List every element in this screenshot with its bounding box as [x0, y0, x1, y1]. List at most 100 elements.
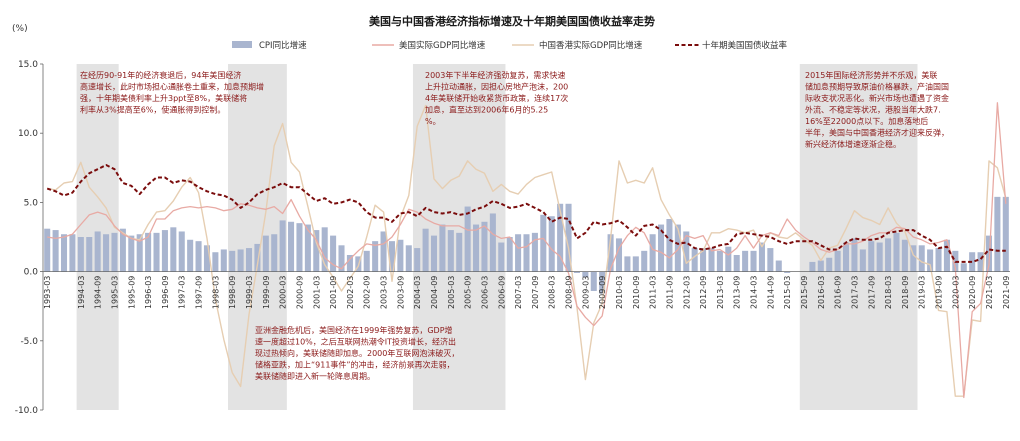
- axes: [42, 64, 1010, 410]
- cpi-bar: [540, 214, 547, 272]
- x-tick-label: 2004-09: [430, 276, 439, 309]
- legend-swatch-cpi: [232, 41, 252, 48]
- x-tick-label: 1994-09: [94, 276, 103, 309]
- cpi-bar: [876, 242, 883, 272]
- cpi-bar: [372, 241, 379, 272]
- cpi-bar: [178, 231, 185, 272]
- cpi-bar: [859, 249, 866, 272]
- cpi-bar: [901, 239, 908, 272]
- series-line-1: [47, 102, 1007, 399]
- cpi-bar: [994, 196, 1001, 272]
- x-tick-label: 2009-03: [581, 276, 590, 309]
- x-tick-label: 2019-03: [918, 276, 927, 309]
- cpi-bar: [725, 246, 732, 272]
- cpi-bar: [607, 234, 614, 272]
- cpi-bar: [750, 250, 757, 272]
- cpi-bar: [767, 248, 774, 272]
- y-tick-label: 5.0: [24, 198, 39, 208]
- y-tick-label: 15.0: [18, 60, 38, 70]
- x-tick-label: 2021-09: [1002, 276, 1011, 309]
- x-tick-label: 2017-03: [850, 276, 859, 309]
- x-tick-label: 1999-03: [245, 276, 254, 309]
- y-tick-label: -5.0: [20, 337, 38, 347]
- y-ticks: 15.0 10.0 5.0 0.0 -5.0 -10.0: [15, 60, 43, 416]
- cpi-bar: [414, 248, 421, 272]
- cpi-bar: [515, 234, 522, 272]
- x-tick-label: 2018-03: [884, 276, 893, 309]
- x-tick-label: 2016-09: [834, 276, 843, 309]
- cpi-bar: [548, 216, 555, 272]
- cpi-bar: [346, 254, 353, 272]
- chart-title: 美国与中国香港经济指标增速及十年期美国国债收益率走势: [369, 14, 655, 28]
- x-tick-label: 1993-03: [43, 276, 52, 309]
- cpi-bar: [599, 271, 606, 294]
- x-tick-label: 2013-03: [716, 276, 725, 309]
- annotation-4: 亚洲金融危机后，美国经济在1999年强势复苏，GDP增速一度超过10%，之后互联…: [255, 325, 459, 381]
- x-tick-label: 1998-09: [228, 276, 237, 309]
- legend: CPI同比增速 美国实际GDP同比增速 中国香港实际GDP同比增速 十年期美国国债收益…: [232, 40, 788, 51]
- x-tick-label: 2011-03: [649, 276, 658, 309]
- cpi-bar: [868, 241, 875, 272]
- x-tick-label: 2001-09: [329, 276, 338, 309]
- cpi-bar: [288, 221, 295, 272]
- x-tick-label: 2014-09: [766, 276, 775, 309]
- cpi-bar: [128, 235, 135, 272]
- cpi-bar: [52, 230, 59, 272]
- cpi-bar: [506, 237, 513, 272]
- cpi-bar: [153, 232, 160, 272]
- x-tick-label: 2013-09: [733, 276, 742, 309]
- cpi-bar: [531, 232, 538, 272]
- cpi-bar: [742, 250, 749, 272]
- cpi-bar: [649, 234, 656, 272]
- cpi-bar: [758, 242, 765, 272]
- cpi-bar: [338, 245, 345, 272]
- cpi-bar: [834, 250, 841, 272]
- cpi-bar: [927, 249, 934, 272]
- cpi-bar: [136, 234, 143, 272]
- cpi-bar: [262, 235, 269, 272]
- annotation-1: 在经历90-91年的经济衰退后，94年美国经济高速增长，此时市场担心通胀卷土重来…: [80, 70, 264, 115]
- legend-label: CPI同比增速: [259, 40, 307, 51]
- cpi-bar: [691, 248, 698, 272]
- cpi-bar: [885, 238, 892, 272]
- cpi-bar: [918, 245, 925, 272]
- cpi-bar: [195, 241, 202, 272]
- x-tick-label: 2005-09: [464, 276, 473, 309]
- cpi-bar: [632, 256, 639, 272]
- cpi-bar: [784, 271, 791, 273]
- x-tick-label: 2017-09: [867, 276, 876, 309]
- x-tick-label: 2007-03: [514, 276, 523, 309]
- cpi-bar: [910, 245, 917, 272]
- x-tick-label: 2015-03: [783, 276, 792, 309]
- cpi-bar: [363, 250, 370, 272]
- cpi-bar: [161, 230, 168, 272]
- x-tick-label: 1999-09: [262, 276, 271, 309]
- x-tick-label: 2001-03: [312, 276, 321, 309]
- cpi-bar: [523, 234, 530, 272]
- x-tick-label: 2000-03: [279, 276, 288, 309]
- cpi-bar: [481, 221, 488, 272]
- cpi-bar: [464, 206, 471, 272]
- x-tick-label: 2018-09: [901, 276, 910, 309]
- series-lines: [46, 102, 1007, 399]
- cpi-bar: [229, 250, 236, 272]
- x-tick-label: 2010-09: [632, 276, 641, 309]
- x-tick-label: 2015-09: [800, 276, 809, 309]
- cpi-bar: [119, 228, 126, 272]
- cpi-bar: [203, 245, 210, 272]
- cpi-bar: [977, 252, 984, 272]
- cpi-bar: [330, 235, 337, 272]
- x-tick-label: 2011-09: [665, 276, 674, 309]
- cpi-bar: [893, 232, 900, 272]
- x-tick-label: 2008-03: [548, 276, 557, 309]
- cpi-bar: [716, 250, 723, 272]
- cpi-bar: [565, 203, 572, 272]
- cpi-bar: [77, 237, 84, 272]
- y-tick-label: -10.0: [15, 406, 39, 416]
- x-tick-label: 2020-03: [951, 276, 960, 309]
- cpi-bar: [775, 260, 782, 272]
- cpi-bar: [145, 232, 152, 272]
- cpi-bar: [666, 219, 673, 272]
- x-tick-label: 2016-03: [817, 276, 826, 309]
- y-axis-label: (%): [12, 24, 28, 34]
